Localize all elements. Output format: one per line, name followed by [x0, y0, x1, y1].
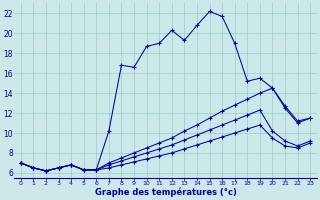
X-axis label: Graphe des températures (°c): Graphe des températures (°c): [95, 187, 236, 197]
